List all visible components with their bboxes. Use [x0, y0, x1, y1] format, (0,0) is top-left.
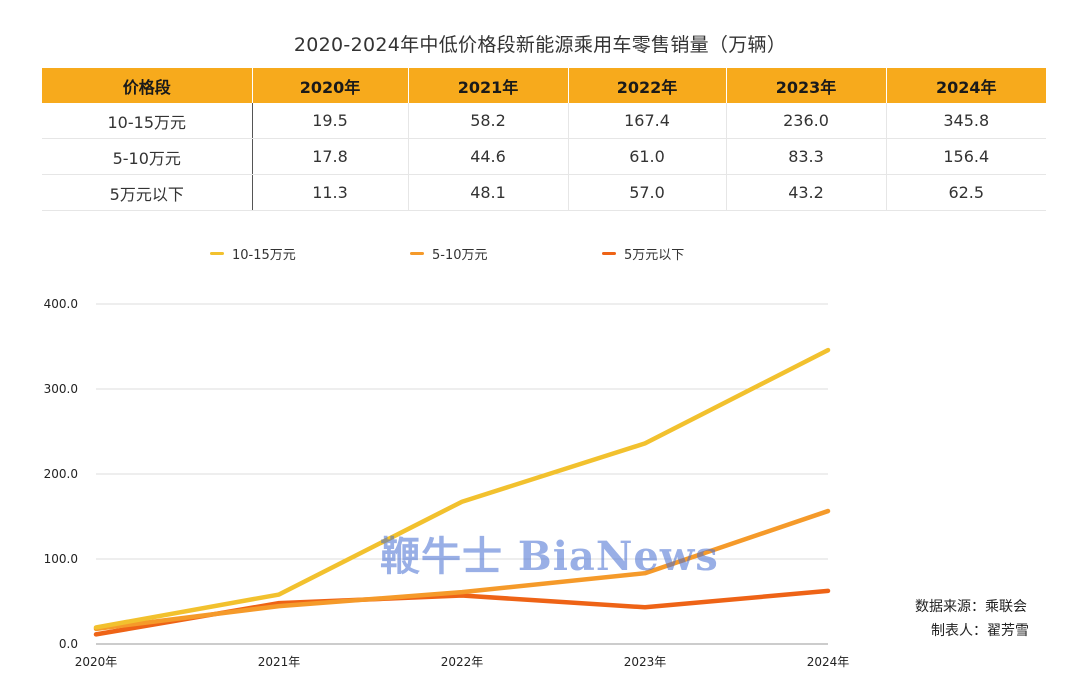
y-tick-label: 200.0 [44, 467, 78, 481]
table-cell: 156.4 [886, 138, 1046, 175]
chart-title: 2020-2024年中低价格段新能源乘用车零售销量（万辆） [293, 34, 787, 56]
table-cell: 11.3 [252, 174, 409, 211]
table-header-cell: 2023年 [726, 68, 887, 103]
legend-label: 5万元以下 [624, 248, 685, 263]
table-cell: 48.1 [408, 174, 569, 211]
legend-item: 5-10万元 [410, 244, 488, 263]
table-row: 10-15万元 19.5 58.2 167.4 236.0 345.8 [42, 103, 1046, 139]
table-cell: 19.5 [252, 103, 409, 139]
table-cell: 345.8 [886, 103, 1046, 139]
table-cell: 44.6 [408, 138, 569, 175]
legend-swatch [210, 252, 224, 255]
legend-label: 10-15万元 [232, 248, 296, 263]
legend-item: 10-15万元 [210, 244, 296, 263]
table-cell: 5万元以下 [42, 174, 253, 211]
table-cell: 236.0 [726, 103, 887, 139]
table-cell: 17.8 [252, 138, 409, 175]
table-cell: 43.2 [726, 174, 887, 211]
series-line [93, 508, 831, 632]
table-cell: 62.5 [886, 174, 1046, 211]
table-row: 5万元以下 11.3 48.1 57.0 43.2 62.5 [42, 174, 1046, 211]
legend-swatch [410, 252, 424, 255]
watermark: 鞭牛士 BiaNews [380, 533, 719, 580]
table-cell: 167.4 [568, 103, 727, 139]
sales-table: 价格段 2020年 2021年 2022年 2023年 2024年 10-15万… [42, 68, 1046, 211]
x-tick-label: 2024年 [807, 655, 850, 669]
y-tick-label: 400.0 [44, 297, 78, 311]
y-tick-label: 0.0 [59, 637, 78, 651]
legend-label: 5-10万元 [432, 248, 488, 263]
x-tick-label: 2023年 [624, 655, 667, 669]
legend-swatch [602, 252, 616, 255]
x-tick-label: 2021年 [258, 655, 301, 669]
x-tick-label: 2020年 [75, 655, 118, 669]
table-header-cell: 2020年 [252, 68, 409, 103]
table-row: 5-10万元 17.8 44.6 61.0 83.3 156.4 [42, 138, 1046, 175]
table-header-cell: 2024年 [886, 68, 1046, 103]
series-line [93, 347, 831, 630]
table-header-row: 价格段 2020年 2021年 2022年 2023年 2024年 [42, 68, 1046, 103]
y-tick-label: 300.0 [44, 382, 78, 396]
table-header-cell: 2021年 [408, 68, 569, 103]
y-tick-label: 100.0 [44, 552, 78, 566]
table-cell: 58.2 [408, 103, 569, 139]
table-header-cell: 2022年 [568, 68, 727, 103]
data-source: 数据来源：乘联会 [915, 599, 1027, 615]
author: 制表人：翟芳雪 [931, 623, 1029, 639]
table-cell: 5-10万元 [42, 138, 253, 175]
table-cell: 10-15万元 [42, 103, 253, 139]
series-line [93, 588, 831, 637]
table-cell: 61.0 [568, 138, 727, 175]
x-tick-label: 2022年 [441, 655, 484, 669]
table-cell: 83.3 [726, 138, 887, 175]
legend-item: 5万元以下 [602, 244, 684, 263]
table-header-cell: 价格段 [42, 68, 253, 103]
table-cell: 57.0 [568, 174, 727, 211]
